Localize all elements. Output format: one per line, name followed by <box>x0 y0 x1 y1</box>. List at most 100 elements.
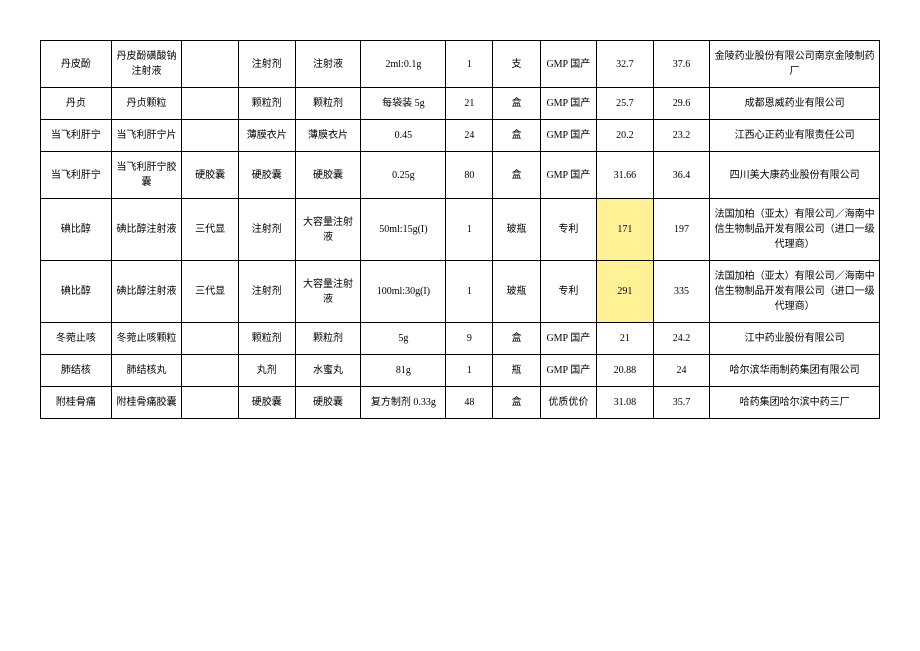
cell: 25.7 <box>597 88 654 120</box>
cell: 当飞利肝宁 <box>41 120 112 152</box>
cell: GMP 国产 <box>540 88 597 120</box>
cell: 硬胶囊 <box>238 152 295 199</box>
cell <box>182 88 239 120</box>
cell: 1 <box>446 261 493 323</box>
cell: 每袋装 5g <box>361 88 446 120</box>
cell: 21 <box>597 323 654 355</box>
cell: 9 <box>446 323 493 355</box>
cell: 盒 <box>493 152 540 199</box>
cell: 当飞利肝宁片 <box>111 120 182 152</box>
cell: 碘比醇注射液 <box>111 261 182 323</box>
cell: 专利 <box>540 199 597 261</box>
cell: 颗粒剂 <box>295 323 361 355</box>
table-row: 冬菀止咳 冬菀止咳颗粒 颗粒剂 颗粒剂 5g 9 盒 GMP 国产 21 24.… <box>41 323 880 355</box>
cell: 32.7 <box>597 41 654 88</box>
cell <box>182 41 239 88</box>
cell: 23.2 <box>653 120 710 152</box>
cell: GMP 国产 <box>540 152 597 199</box>
cell: 冬菀止咳颗粒 <box>111 323 182 355</box>
cell: 碘比醇注射液 <box>111 199 182 261</box>
cell: 法国加柏（亚太）有限公司／海南中信生物制品开发有限公司（进口一级代理商） <box>710 199 880 261</box>
cell: 颗粒剂 <box>295 88 361 120</box>
cell: 0.25g <box>361 152 446 199</box>
cell: 0.45 <box>361 120 446 152</box>
cell: 三代显 <box>182 199 239 261</box>
cell: 大容量注射液 <box>295 199 361 261</box>
cell: 丹皮酚磺酸钠注射液 <box>111 41 182 88</box>
cell: 35.7 <box>653 387 710 419</box>
cell: 三代显 <box>182 261 239 323</box>
cell: 1 <box>446 355 493 387</box>
cell: 大容量注射液 <box>295 261 361 323</box>
cell: 颗粒剂 <box>238 88 295 120</box>
cell: 丸剂 <box>238 355 295 387</box>
cell: 成都恩威药业有限公司 <box>710 88 880 120</box>
cell: 专利 <box>540 261 597 323</box>
table-row: 丹皮酚 丹皮酚磺酸钠注射液 注射剂 注射液 2ml:0.1g 1 支 GMP 国… <box>41 41 880 88</box>
table-row: 碘比醇 碘比醇注射液 三代显 注射剂 大容量注射液 50ml:15g(I) 1 … <box>41 199 880 261</box>
cell: 80 <box>446 152 493 199</box>
cell: 四川美大康药业股份有限公司 <box>710 152 880 199</box>
cell: 江西心正药业有限责任公司 <box>710 120 880 152</box>
cell: 薄膜衣片 <box>295 120 361 152</box>
cell: 哈尔滨华雨制药集团有限公司 <box>710 355 880 387</box>
cell: 5g <box>361 323 446 355</box>
cell: GMP 国产 <box>540 355 597 387</box>
cell <box>182 120 239 152</box>
cell: 附桂骨痛胶囊 <box>111 387 182 419</box>
table-body: 丹皮酚 丹皮酚磺酸钠注射液 注射剂 注射液 2ml:0.1g 1 支 GMP 国… <box>41 41 880 419</box>
cell <box>182 355 239 387</box>
cell <box>182 323 239 355</box>
cell: 注射液 <box>295 41 361 88</box>
cell-highlight: 171 <box>597 199 654 261</box>
cell: 20.2 <box>597 120 654 152</box>
cell <box>182 387 239 419</box>
cell: 盒 <box>493 88 540 120</box>
cell: GMP 国产 <box>540 41 597 88</box>
cell: 玻瓶 <box>493 199 540 261</box>
cell: 冬菀止咳 <box>41 323 112 355</box>
cell: 100ml:30g(I) <box>361 261 446 323</box>
cell: 丹贞 <box>41 88 112 120</box>
cell: 金陵药业股份有限公司南京金陵制药厂 <box>710 41 880 88</box>
cell: 复方制剂 0.33g <box>361 387 446 419</box>
cell: 颗粒剂 <box>238 323 295 355</box>
cell: 1 <box>446 41 493 88</box>
cell: 硬胶囊 <box>238 387 295 419</box>
cell: 丹贞颗粒 <box>111 88 182 120</box>
cell: 硬胶囊 <box>295 152 361 199</box>
cell: 支 <box>493 41 540 88</box>
cell: 197 <box>653 199 710 261</box>
cell: 丹皮酚 <box>41 41 112 88</box>
cell: 1 <box>446 199 493 261</box>
cell: 当飞利肝宁胶囊 <box>111 152 182 199</box>
table-row: 肺结核 肺结核丸 丸剂 水蜜丸 81g 1 瓶 GMP 国产 20.88 24 … <box>41 355 880 387</box>
cell: 碘比醇 <box>41 199 112 261</box>
cell: GMP 国产 <box>540 120 597 152</box>
cell: 薄膜衣片 <box>238 120 295 152</box>
cell: 24.2 <box>653 323 710 355</box>
cell: 法国加柏（亚太）有限公司／海南中信生物制品开发有限公司（进口一级代理商） <box>710 261 880 323</box>
cell: 水蜜丸 <box>295 355 361 387</box>
cell: GMP 国产 <box>540 323 597 355</box>
cell: 20.88 <box>597 355 654 387</box>
cell: 31.66 <box>597 152 654 199</box>
cell: 2ml:0.1g <box>361 41 446 88</box>
cell: 24 <box>653 355 710 387</box>
cell: 肺结核 <box>41 355 112 387</box>
cell: 肺结核丸 <box>111 355 182 387</box>
cell: 注射剂 <box>238 41 295 88</box>
cell: 盒 <box>493 323 540 355</box>
drug-pricing-table: 丹皮酚 丹皮酚磺酸钠注射液 注射剂 注射液 2ml:0.1g 1 支 GMP 国… <box>40 40 880 419</box>
table-row: 附桂骨痛 附桂骨痛胶囊 硬胶囊 硬胶囊 复方制剂 0.33g 48 盒 优质优价… <box>41 387 880 419</box>
cell: 附桂骨痛 <box>41 387 112 419</box>
cell: 21 <box>446 88 493 120</box>
table-row: 当飞利肝宁 当飞利肝宁胶囊 硬胶囊 硬胶囊 硬胶囊 0.25g 80 盒 GMP… <box>41 152 880 199</box>
cell: 37.6 <box>653 41 710 88</box>
cell: 注射剂 <box>238 199 295 261</box>
cell: 29.6 <box>653 88 710 120</box>
table-row: 碘比醇 碘比醇注射液 三代显 注射剂 大容量注射液 100ml:30g(I) 1… <box>41 261 880 323</box>
cell: 36.4 <box>653 152 710 199</box>
cell: 48 <box>446 387 493 419</box>
cell: 81g <box>361 355 446 387</box>
